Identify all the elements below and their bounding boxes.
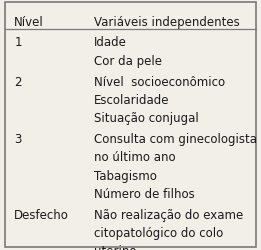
Text: Nível  socioeconômico: Nível socioeconômico [94,75,225,88]
Text: Não realização do exame: Não realização do exame [94,208,243,221]
Text: 3: 3 [14,132,22,145]
Text: Situação conjugal: Situação conjugal [94,112,199,125]
Text: uterino: uterino [94,244,137,250]
Text: Idade: Idade [94,36,127,49]
Text: 1: 1 [14,36,22,49]
Text: Número de filhos: Número de filhos [94,187,195,200]
Text: Nível: Nível [14,16,44,29]
Text: citopatológico do colo: citopatológico do colo [94,226,223,239]
Text: Escolaridade: Escolaridade [94,94,169,106]
Text: Consulta com ginecologista: Consulta com ginecologista [94,132,257,145]
Text: Variáveis independentes: Variáveis independentes [94,16,240,29]
Text: no último ano: no último ano [94,151,176,164]
Text: Tabagismo: Tabagismo [94,169,157,182]
Text: Cor da pele: Cor da pele [94,54,162,68]
Text: Desfecho: Desfecho [14,208,69,221]
Text: 2: 2 [14,75,22,88]
